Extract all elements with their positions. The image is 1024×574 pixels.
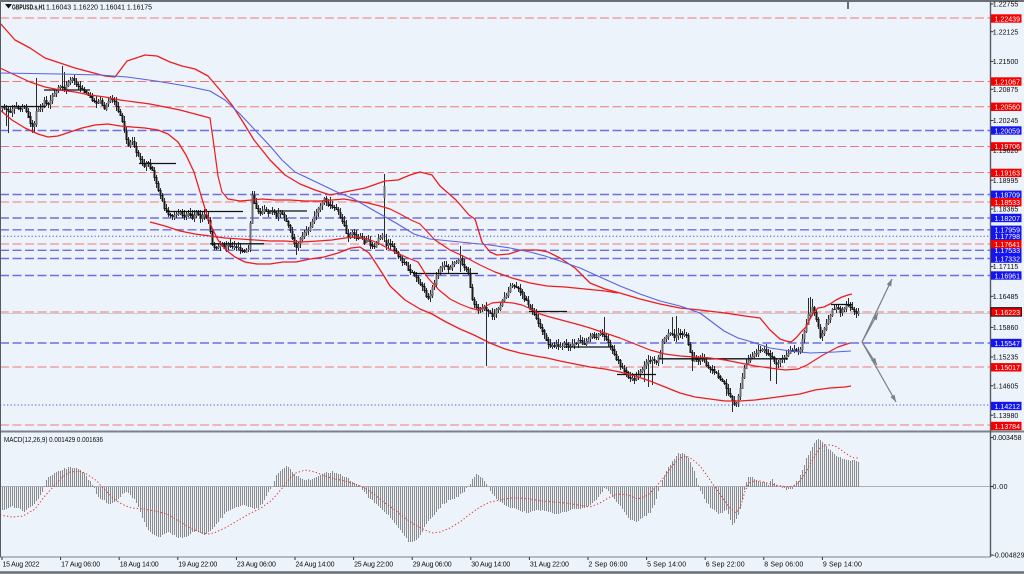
svg-text:9 Sep 14:00: 9 Sep 14:00 bbox=[823, 562, 862, 569]
svg-text:5 Sep 14:00: 5 Sep 14:00 bbox=[647, 562, 686, 569]
svg-text:1.20560: 1.20560 bbox=[995, 105, 1021, 112]
svg-text:1.22439: 1.22439 bbox=[995, 16, 1021, 23]
svg-text:25 Aug 22:00: 25 Aug 22:00 bbox=[354, 562, 393, 569]
svg-text:1.18533: 1.18533 bbox=[995, 200, 1021, 207]
svg-text:1.15017: 1.15017 bbox=[995, 365, 1021, 372]
svg-text:0.003458: 0.003458 bbox=[993, 435, 1022, 442]
svg-text:1.15547: 1.15547 bbox=[995, 341, 1021, 348]
svg-text:1.19706: 1.19706 bbox=[995, 144, 1021, 151]
svg-text:29 Aug 06:00: 29 Aug 06:00 bbox=[413, 562, 452, 569]
svg-text:1.17798: 1.17798 bbox=[995, 234, 1021, 241]
svg-text:1.18709: 1.18709 bbox=[995, 193, 1021, 200]
svg-text:1.16223: 1.16223 bbox=[995, 310, 1021, 317]
svg-text:1.15235: 1.15235 bbox=[993, 355, 1019, 362]
svg-text:0.00: 0.00 bbox=[993, 484, 1008, 491]
svg-text:1.17641: 1.17641 bbox=[995, 242, 1021, 249]
svg-text:1.17959: 1.17959 bbox=[995, 228, 1021, 235]
svg-text:23 Aug 06:00: 23 Aug 06:00 bbox=[237, 562, 276, 569]
svg-text:GBPUSD.s,H1: GBPUSD.s,H1 bbox=[12, 5, 45, 12]
svg-text:1.14212: 1.14212 bbox=[995, 404, 1021, 411]
svg-text:1.13784: 1.13784 bbox=[995, 424, 1021, 431]
svg-text:1.20059: 1.20059 bbox=[995, 128, 1021, 135]
svg-text:1.18207: 1.18207 bbox=[995, 216, 1021, 223]
svg-text:1.18365: 1.18365 bbox=[993, 207, 1019, 214]
svg-text:1.13980: 1.13980 bbox=[993, 413, 1019, 420]
svg-text:1.19163: 1.19163 bbox=[995, 171, 1021, 178]
svg-text:30 Aug 14:00: 30 Aug 14:00 bbox=[471, 562, 510, 569]
svg-text:19 Aug 22:00: 19 Aug 22:00 bbox=[178, 562, 217, 569]
svg-text:-0.004829: -0.004829 bbox=[993, 553, 1024, 560]
svg-text:1.20875: 1.20875 bbox=[993, 87, 1019, 94]
svg-text:1.17332: 1.17332 bbox=[995, 256, 1021, 263]
svg-text:1.19620: 1.19620 bbox=[993, 148, 1019, 155]
svg-text:15 Aug 2022: 15 Aug 2022 bbox=[3, 562, 40, 569]
svg-text:1.22755: 1.22755 bbox=[993, 2, 1019, 9]
svg-text:17 Aug 06:00: 17 Aug 06:00 bbox=[61, 562, 100, 569]
svg-text:1.14605: 1.14605 bbox=[993, 383, 1019, 390]
svg-text:1.15860: 1.15860 bbox=[993, 325, 1019, 332]
svg-text:1.21500: 1.21500 bbox=[993, 59, 1019, 66]
svg-text:1.21067: 1.21067 bbox=[995, 79, 1021, 86]
svg-text:1.22125: 1.22125 bbox=[993, 29, 1019, 36]
svg-text:18 Aug 14:00: 18 Aug 14:00 bbox=[120, 562, 159, 569]
svg-text:1.16961: 1.16961 bbox=[995, 273, 1021, 280]
svg-text:31 Aug 22:00: 31 Aug 22:00 bbox=[530, 562, 569, 569]
svg-text:MACD(12,26,9) 0.001429 0.00163: MACD(12,26,9) 0.001429 0.001636 bbox=[4, 437, 103, 444]
svg-text:1.16485: 1.16485 bbox=[993, 294, 1019, 301]
svg-text:1.18995: 1.18995 bbox=[993, 178, 1019, 185]
svg-text:6 Sep 22:00: 6 Sep 22:00 bbox=[706, 562, 745, 569]
svg-text:1.17115: 1.17115 bbox=[993, 264, 1019, 271]
svg-text:24 Aug 14:00: 24 Aug 14:00 bbox=[296, 562, 335, 569]
svg-text:1.20245: 1.20245 bbox=[993, 118, 1019, 125]
svg-text:1.16043 1.16220 1.16041 1.1617: 1.16043 1.16220 1.16041 1.16175 bbox=[46, 5, 152, 12]
svg-text:1.17533: 1.17533 bbox=[995, 248, 1021, 255]
svg-text:8 Sep 06:00: 8 Sep 06:00 bbox=[764, 562, 803, 569]
svg-text:2 Sep 06:00: 2 Sep 06:00 bbox=[589, 562, 628, 569]
